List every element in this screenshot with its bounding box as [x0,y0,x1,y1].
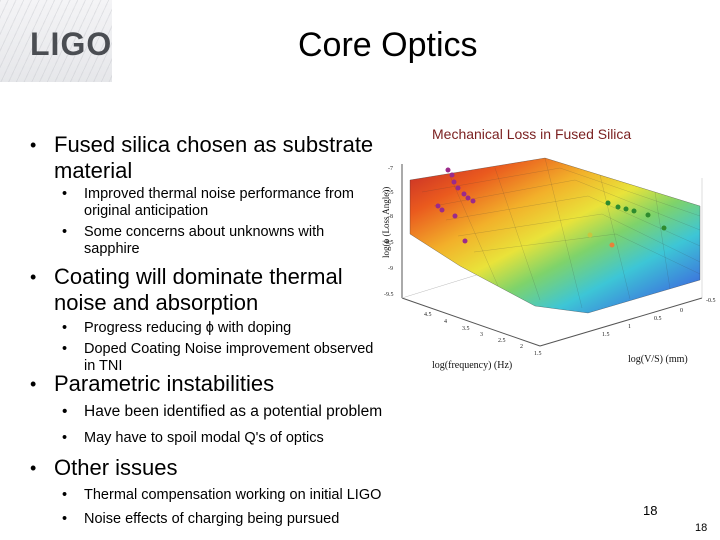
subbullet-dot-icon: • [62,320,67,337]
x-tick: 2.5 [498,338,506,344]
bullet-dot-icon: • [30,455,36,481]
data-point [662,226,667,231]
page-number: 18 [643,503,657,518]
data-point [446,168,451,173]
data-point [456,186,461,191]
data-point [436,204,441,209]
subbullet-dot-icon: • [62,403,67,420]
subbullet-dot-icon: • [62,511,67,528]
data-point [452,180,457,185]
bullet-text: Fused silica chosen as substrate materia… [54,132,374,184]
subbullet-text: May have to spoil modal Q's of optics [84,430,414,447]
x-tick: 3.5 [462,326,470,332]
data-point [632,209,637,214]
subbullet-text: Some concerns about unknowns with sapphi… [84,224,374,258]
subbullet-dot-icon: • [62,487,67,504]
figure-title: Mechanical Loss in Fused Silica [432,126,631,142]
subbullet-text: Thermal compensation working on initial … [84,487,444,504]
data-point [453,214,458,219]
subbullet-text: Have been identified as a potential prob… [84,403,484,420]
data-point [606,201,611,206]
data-point [463,239,468,244]
z-tick: -7 [388,166,393,172]
y-tick: 1.5 [602,332,610,338]
subbullet-text: Doped Coating Noise improvement observed… [84,341,374,375]
bullet-dot-icon: • [30,264,36,290]
data-point [624,207,629,212]
z-tick: -9.5 [384,292,394,298]
y-tick: 1 [628,324,631,330]
data-point [610,243,615,248]
subbullet-dot-icon: • [62,186,67,203]
data-point [450,173,455,178]
x-axis-line [402,298,540,346]
subbullet-text: Improved thermal noise performance from … [84,186,374,220]
x-tick: 1.5 [534,351,542,357]
y-axis-label: log(V/S) (mm) [628,354,688,365]
bullet-dot-icon: • [30,132,36,158]
subbullet-text: Noise effects of charging being pursued [84,511,414,528]
slide-title: Core Optics [298,26,478,65]
mechanical-loss-surface-plot: -7 -7.5 -8 -8.5 -9 -9.5 4.5 4 3.5 3 2.5 … [370,148,720,378]
x-tick: 3 [480,332,483,338]
data-point [646,213,651,218]
x-axis-label: log(frequency) (Hz) [432,360,512,371]
bullet-text: Coating will dominate thermal noise and … [54,264,384,316]
data-point [466,196,471,201]
y-tick: 0.5 [654,316,662,322]
data-point [462,192,467,197]
x-tick: 4.5 [424,312,432,318]
subbullet-dot-icon: • [62,430,67,447]
data-point [616,205,621,210]
x-tick: 4 [444,319,447,325]
data-point [440,208,445,213]
data-point [471,199,476,204]
ligo-logo: LIGO [30,26,112,63]
bullet-text: Other issues [54,455,374,481]
subbullet-dot-icon: • [62,224,67,241]
bullet-text: Parametric instabilities [54,371,374,397]
z-axis-label: log(ϕ (Loss Angle)) [381,187,391,258]
slide-number: 18 [695,522,707,534]
subbullet-text: Progress reducing ϕ with doping [84,320,374,337]
bullet-dot-icon: • [30,371,36,397]
y-tick: -0.5 [706,298,716,304]
x-tick: 2 [520,344,523,350]
subbullet-dot-icon: • [62,341,67,358]
y-tick: 0 [680,308,683,314]
data-point [588,233,593,238]
z-tick: -9 [388,266,393,272]
